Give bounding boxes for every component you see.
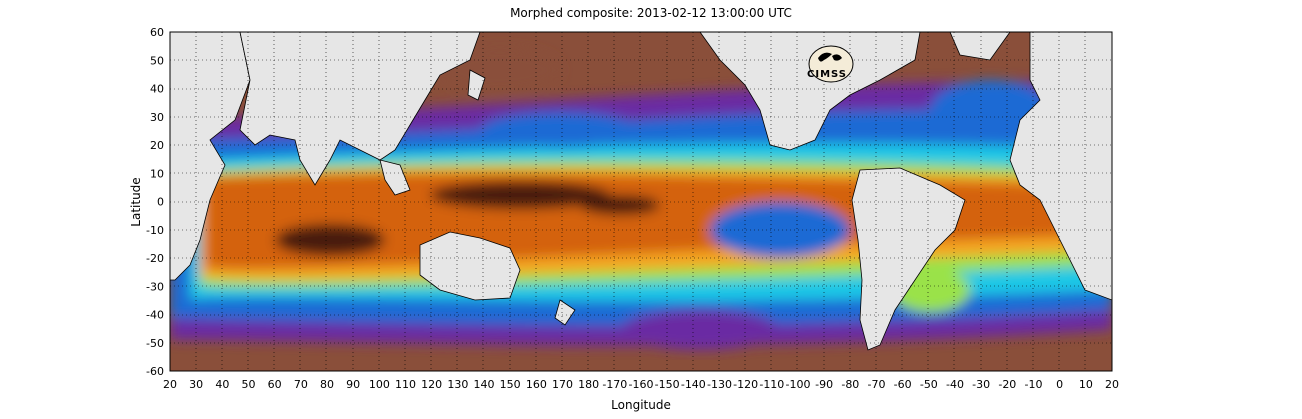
x-tick-label: 60 (268, 378, 282, 391)
y-tick-label: -60 (146, 365, 164, 378)
grid-lines (170, 32, 1112, 371)
x-tick-label: -170 (602, 378, 627, 391)
x-tick-label: -50 (920, 378, 938, 391)
x-tick-label: -30 (972, 378, 990, 391)
y-tick-labels: 60 50 40 30 20 10 0 -10 -20 -30 -40 -50 -60 (146, 26, 164, 378)
y-tick-label: 0 (157, 196, 164, 209)
cimss-logo-icon (808, 45, 854, 83)
x-tick-label: 80 (320, 378, 334, 391)
x-tick-label: 40 (215, 378, 229, 391)
y-tick-label: 10 (150, 167, 164, 180)
y-tick-label: 40 (150, 83, 164, 96)
moisture-field (170, 32, 1112, 371)
x-tick-label: 100 (369, 378, 390, 391)
x-tick-label: -20 (998, 378, 1016, 391)
x-tick-label: -130 (707, 378, 732, 391)
x-tick-label: -60 (894, 378, 912, 391)
y-tick-label: -10 (146, 224, 164, 237)
x-tick-label: -100 (786, 378, 811, 391)
x-tick-label: -70 (868, 378, 886, 391)
x-tick-label: 140 (474, 378, 495, 391)
y-tick-label: -30 (146, 280, 164, 293)
chart-title: Morphed composite: 2013-02-12 13:00:00 U… (510, 6, 792, 20)
y-tick-label: -50 (146, 337, 164, 350)
y-tick-label: 20 (150, 139, 164, 152)
x-tick-label: 0 (1056, 378, 1063, 391)
y-tick-label: -20 (146, 252, 164, 265)
x-tick-label: 50 (242, 378, 256, 391)
plot-frame (169, 31, 1113, 372)
x-tick-label: 70 (294, 378, 308, 391)
x-tick-label: -90 (815, 378, 833, 391)
x-tick-label: 160 (526, 378, 547, 391)
x-tick-label: 150 (500, 378, 521, 391)
x-tick-label: -40 (946, 378, 964, 391)
y-axis-label: Latitude (129, 177, 143, 227)
y-tick-label: 50 (150, 54, 164, 67)
x-tick-label: 20 (1105, 378, 1119, 391)
x-tick-label: 120 (421, 378, 442, 391)
x-tick-label: -140 (681, 378, 706, 391)
x-tick-label: 180 (578, 378, 599, 391)
x-tick-label: 90 (346, 378, 360, 391)
x-tick-label: -110 (759, 378, 784, 391)
land-masses (170, 32, 1112, 371)
x-tick-label: 20 (163, 378, 177, 391)
x-axis-label: Longitude (611, 398, 671, 412)
x-tick-label: -120 (733, 378, 758, 391)
x-tick-label: -10 (1025, 378, 1043, 391)
x-tick-labels: 20 30 40 50 60 70 80 90 100 110 120 130 140 150 160 170… (163, 378, 1119, 391)
x-tick-label: 10 (1079, 378, 1093, 391)
x-tick-label: -160 (629, 378, 654, 391)
x-tick-label: -150 (655, 378, 680, 391)
y-tick-label: 30 (150, 111, 164, 124)
x-tick-label: -80 (841, 378, 859, 391)
x-tick-label: 130 (447, 378, 468, 391)
x-tick-label: 110 (395, 378, 416, 391)
y-tick-label: -40 (146, 309, 164, 322)
logo-text: CIMSS (807, 69, 847, 80)
x-tick-label: 30 (189, 378, 203, 391)
y-tick-label: 60 (150, 26, 164, 39)
x-tick-label: 170 (552, 378, 573, 391)
